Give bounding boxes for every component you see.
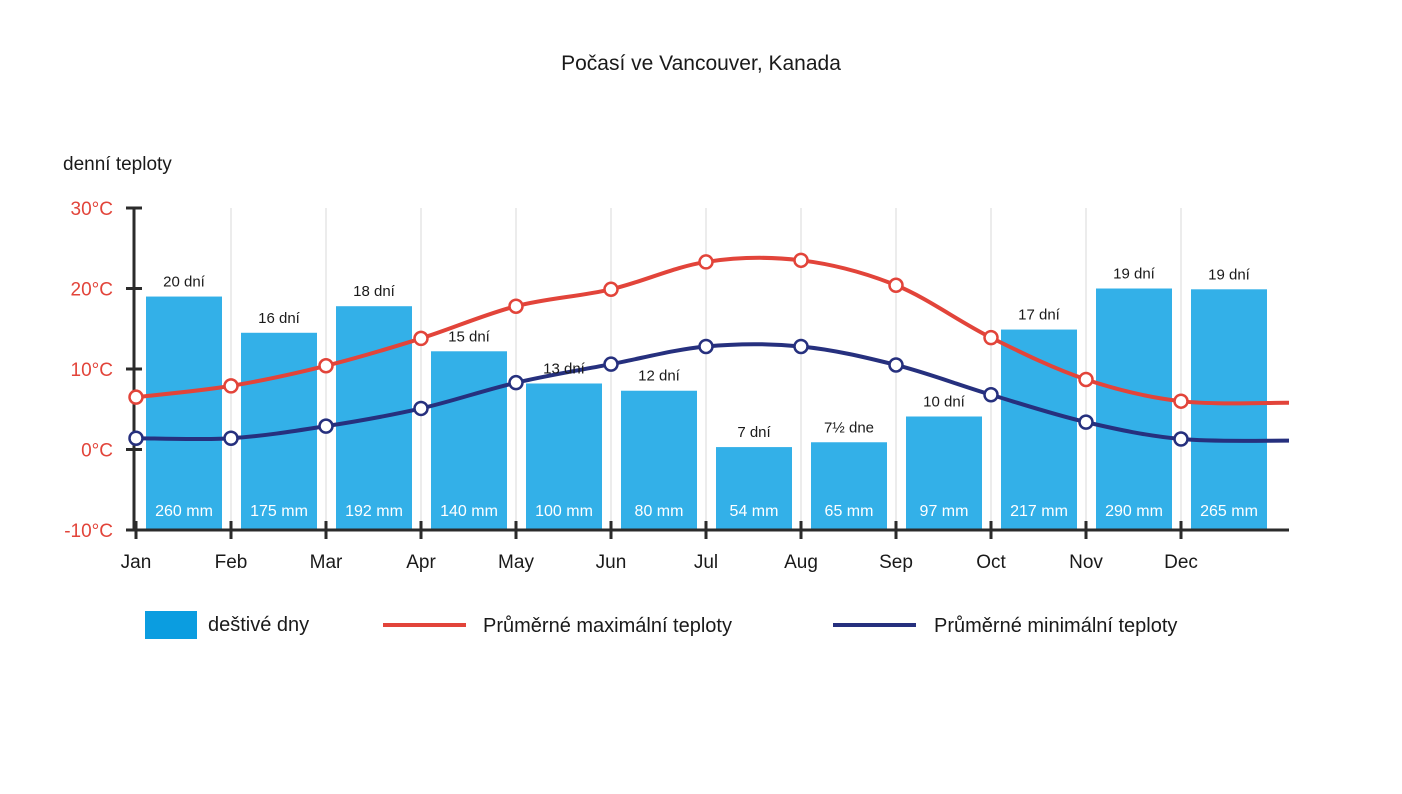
y-tick-label: 20°C xyxy=(71,280,113,301)
point-min-temp xyxy=(1173,431,1189,447)
legend-label-min: Průměrné minimální teploty xyxy=(934,615,1177,637)
point-max-temp xyxy=(1078,371,1094,388)
point-max-temp xyxy=(793,252,809,269)
rain-days-label: 20 dní xyxy=(163,274,206,291)
rain-days-label: 13 dní xyxy=(543,360,586,377)
x-tick-label: Oct xyxy=(976,552,1006,573)
rain-days-label: 7 dní xyxy=(737,424,771,441)
point-min-temp xyxy=(698,338,714,355)
legend-label-max: Průměrné maximální teploty xyxy=(483,615,732,637)
y-tick-label: 0°C xyxy=(81,441,113,462)
point-min-temp xyxy=(888,357,904,373)
series-lines xyxy=(128,252,1290,447)
rainfall-label: 290 mm xyxy=(1105,503,1163,520)
rainfall-label: 54 mm xyxy=(730,503,779,520)
rainfall-label: 260 mm xyxy=(155,503,213,520)
x-tick-label: Jan xyxy=(121,552,152,573)
bar-dec xyxy=(1191,289,1267,530)
point-max-temp xyxy=(1173,393,1189,409)
rainfall-label: 175 mm xyxy=(250,503,308,520)
data-labels: 20 dní 260 mm 16 dní 175 mm 18 dní 192 mm 15 d… xyxy=(155,266,1258,521)
bar-may xyxy=(526,383,602,530)
point-max-temp xyxy=(128,389,144,405)
rain-days-label: 17 dní xyxy=(1018,307,1061,324)
y-tick-label: 10°C xyxy=(71,360,113,381)
point-min-temp xyxy=(128,430,144,446)
rain-days-label: 15 dní xyxy=(448,328,491,345)
point-max-temp xyxy=(508,298,524,314)
point-min-temp xyxy=(1078,414,1094,430)
bar-oct xyxy=(1001,329,1077,530)
bar-jul xyxy=(716,447,792,530)
point-max-temp xyxy=(698,254,714,270)
y-axis-title: denní teploty xyxy=(63,154,172,175)
rainfall-label: 97 mm xyxy=(920,503,969,520)
rain-days-label: 10 dní xyxy=(923,393,966,410)
bar-jun xyxy=(621,390,697,530)
rainfall-label: 265 mm xyxy=(1200,503,1258,520)
point-max-temp xyxy=(413,330,429,347)
rainfall-label: 140 mm xyxy=(440,503,498,520)
y-tick-label: 30°C xyxy=(71,199,113,220)
rain-days-label: 18 dní xyxy=(353,283,396,300)
point-max-temp xyxy=(983,329,999,346)
x-tick-label: Dec xyxy=(1164,552,1198,573)
point-min-temp xyxy=(793,338,809,355)
rain-days-label: 12 dní xyxy=(638,368,681,385)
rain-days-label: 16 dní xyxy=(258,310,301,327)
point-max-temp xyxy=(888,277,904,294)
x-tick-label: Apr xyxy=(406,552,436,573)
bar-aug xyxy=(811,442,887,530)
point-min-temp xyxy=(413,400,429,417)
rain-days-label: 7½ dne xyxy=(824,419,874,436)
y-tick-label: -10°C xyxy=(64,521,113,542)
point-min-temp xyxy=(603,356,619,372)
point-min-temp xyxy=(318,418,334,434)
chart-title: Počasí ve Vancouver, Kanada xyxy=(561,52,841,75)
bar-sep xyxy=(906,416,982,530)
legend-swatch-rain xyxy=(145,611,197,639)
rain-days-label: 19 dní xyxy=(1208,266,1251,283)
rain-days-label: 19 dní xyxy=(1113,266,1156,283)
rainfall-label: 192 mm xyxy=(345,503,403,520)
legend: deštivé dny Průměrné maximální teploty Prů… xyxy=(145,611,1177,639)
bar-apr xyxy=(431,351,507,530)
point-min-temp xyxy=(508,374,524,391)
x-tick-label: Jul xyxy=(694,552,718,573)
point-max-temp xyxy=(223,378,239,394)
x-tick-label: Aug xyxy=(784,552,818,573)
bars xyxy=(146,288,1267,530)
x-tick-label: Nov xyxy=(1069,552,1103,573)
rainfall-label: 100 mm xyxy=(535,503,593,520)
point-max-temp xyxy=(318,358,334,374)
point-min-temp xyxy=(223,430,239,446)
point-min-temp xyxy=(983,387,999,403)
rainfall-label: 65 mm xyxy=(825,503,874,520)
bar-nov xyxy=(1096,288,1172,530)
point-max-temp xyxy=(603,281,619,298)
rainfall-label: 217 mm xyxy=(1010,503,1068,520)
x-tick-label: Mar xyxy=(310,552,343,573)
x-tick-label: May xyxy=(498,552,534,573)
x-tick-label: Jun xyxy=(596,552,627,573)
bar-jan xyxy=(146,296,222,530)
axes: 30°C 20°C 10°C 0°C -10°C Jan Feb Mar Apr May Jun Ju… xyxy=(64,199,1289,573)
x-tick-label: Feb xyxy=(215,552,248,573)
rainfall-label: 80 mm xyxy=(635,503,684,520)
legend-label-rain: deštivé dny xyxy=(208,614,309,636)
x-tick-label: Sep xyxy=(879,552,913,573)
